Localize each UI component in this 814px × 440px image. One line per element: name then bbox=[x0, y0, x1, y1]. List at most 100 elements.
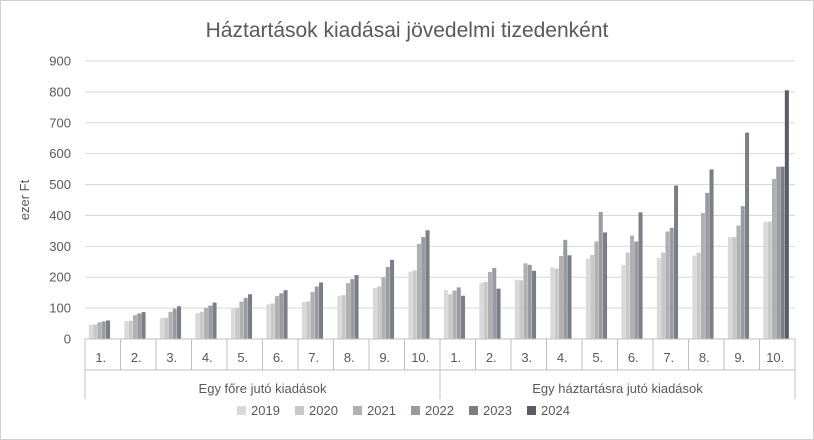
bar-2022 bbox=[705, 192, 710, 339]
bar-2021 bbox=[381, 277, 386, 339]
x-tick-label: 3. bbox=[166, 350, 177, 365]
bar-2021 bbox=[558, 255, 563, 339]
group-label: Egy főre jutó kiadások bbox=[199, 381, 327, 396]
bar-2020 bbox=[128, 320, 133, 339]
x-tick-label: 1. bbox=[95, 350, 106, 365]
bar-2020 bbox=[732, 237, 737, 339]
x-tick-label: 2. bbox=[131, 350, 142, 365]
bar-2019 bbox=[479, 282, 484, 339]
bar-2023 bbox=[709, 169, 714, 339]
y-tick-label: 100 bbox=[49, 301, 71, 316]
y-tick-label: 600 bbox=[49, 146, 71, 161]
bar-2023 bbox=[354, 275, 359, 339]
y-tick-label: 400 bbox=[49, 208, 71, 223]
legend-label: 2022 bbox=[425, 403, 454, 418]
x-tick-label: 1. bbox=[450, 350, 461, 365]
bar-2019 bbox=[195, 313, 200, 339]
bar-2021 bbox=[310, 292, 315, 339]
bar-2022 bbox=[740, 206, 745, 339]
bar-2020 bbox=[235, 307, 240, 339]
y-tick-label: 300 bbox=[49, 239, 71, 254]
bar-2022 bbox=[421, 237, 426, 339]
bar-2023 bbox=[638, 212, 643, 339]
bar-2019 bbox=[621, 264, 626, 339]
x-tick-label: 6. bbox=[273, 350, 284, 365]
x-tick-label: 9. bbox=[379, 350, 390, 365]
y-tick-label: 800 bbox=[49, 84, 71, 99]
bar-2023 bbox=[567, 255, 572, 339]
y-axis-ticks: 0 100 200 300 400 500 600 700 800 900 bbox=[49, 54, 71, 347]
bar-2020 bbox=[448, 294, 453, 339]
bar-2020 bbox=[696, 252, 701, 339]
bar-2021 bbox=[203, 307, 208, 339]
bar-2020 bbox=[93, 324, 98, 339]
bar-2020 bbox=[590, 254, 595, 339]
x-tick-label: 10. bbox=[411, 350, 429, 365]
bar-2019 bbox=[124, 321, 129, 339]
bar-2021 bbox=[97, 322, 102, 339]
x-tick-label: 6. bbox=[628, 350, 639, 365]
x-tick-label: 8. bbox=[344, 350, 355, 365]
legend-label: 2021 bbox=[367, 403, 396, 418]
x-tick-label: 4. bbox=[557, 350, 568, 365]
bar-2022 bbox=[314, 286, 319, 339]
bar-2022 bbox=[634, 241, 639, 339]
bar-2020 bbox=[483, 281, 488, 339]
bar-2020 bbox=[270, 303, 275, 339]
bar-2021 bbox=[452, 290, 457, 339]
bar-2022 bbox=[385, 267, 390, 339]
bar-2019 bbox=[266, 304, 271, 339]
x-tick-label: 8. bbox=[699, 350, 710, 365]
bar-2023 bbox=[461, 295, 466, 339]
bar-2022 bbox=[563, 239, 568, 339]
bar-2019 bbox=[88, 324, 93, 339]
bar-2020 bbox=[767, 221, 772, 339]
bar-2023 bbox=[390, 259, 395, 339]
legend-swatch bbox=[527, 406, 536, 415]
bar-2022 bbox=[492, 267, 497, 339]
bar-2022 bbox=[456, 287, 461, 339]
bar-2022 bbox=[598, 212, 603, 339]
x-axis: 1. 2. 3. 4. 5. 6. 7. 8. 9. 10. 1. 2. 3. 4. 5. 6. 7. 8. 9. 1… bbox=[84, 338, 796, 399]
legend-label: 2020 bbox=[309, 403, 338, 418]
bar-2023 bbox=[106, 320, 111, 339]
bar-2024 bbox=[784, 90, 789, 339]
bar-2019 bbox=[408, 271, 413, 339]
bar-2020 bbox=[164, 317, 169, 339]
legend-swatch bbox=[411, 406, 420, 415]
bars bbox=[88, 90, 789, 339]
bar-2021 bbox=[665, 231, 670, 339]
bar-2022 bbox=[101, 321, 106, 339]
bar-2019 bbox=[159, 318, 164, 339]
bar-2021 bbox=[239, 301, 244, 339]
bar-2020 bbox=[519, 280, 524, 339]
bar-2019 bbox=[230, 308, 235, 339]
bar-2021 bbox=[736, 225, 741, 339]
bar-2022 bbox=[208, 305, 213, 339]
x-tick-label: 5. bbox=[592, 350, 603, 365]
bar-2021 bbox=[700, 212, 705, 339]
bar-2023 bbox=[745, 132, 750, 339]
bar-2023 bbox=[141, 312, 146, 339]
x-tick-label: 3. bbox=[521, 350, 532, 365]
bar-2020 bbox=[199, 311, 204, 339]
y-tick-label: 0 bbox=[64, 332, 71, 347]
legend-swatch bbox=[353, 406, 362, 415]
bar-2020 bbox=[554, 268, 559, 339]
bar-2023 bbox=[319, 282, 324, 339]
chart-title: Háztartások kiadásai jövedelmi tizedenké… bbox=[206, 19, 609, 42]
legend-label: 2019 bbox=[251, 403, 280, 418]
x-tick-label: 2. bbox=[486, 350, 497, 365]
bar-2019 bbox=[656, 258, 661, 339]
x-tick-label: 4. bbox=[202, 350, 213, 365]
bar-2023 bbox=[780, 166, 785, 339]
bar-2023 bbox=[496, 288, 501, 339]
bar-2019 bbox=[763, 221, 768, 339]
bar-2023 bbox=[283, 290, 288, 339]
legend-swatch bbox=[295, 406, 304, 415]
bar-2023 bbox=[603, 232, 608, 339]
bar-2020 bbox=[661, 252, 666, 339]
bar-2022 bbox=[279, 293, 284, 339]
legend-swatch bbox=[237, 406, 246, 415]
